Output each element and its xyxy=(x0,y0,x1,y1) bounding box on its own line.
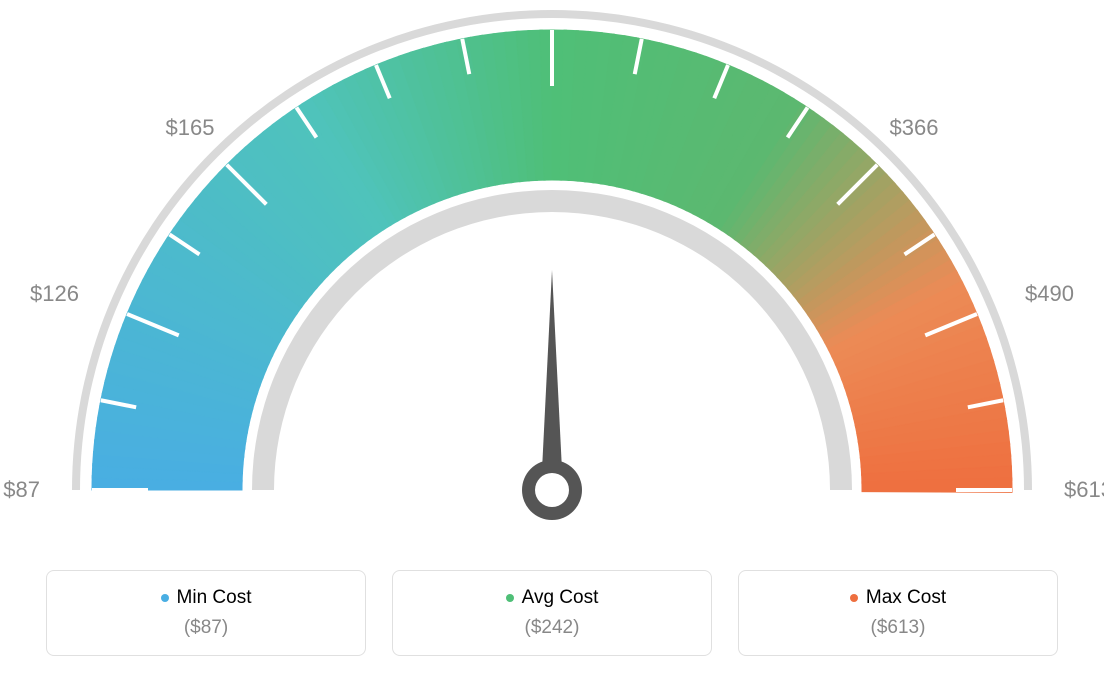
legend-card-avg: Avg Cost ($242) xyxy=(392,570,712,656)
needle-hub-inner xyxy=(535,473,569,507)
legend-label-avg: Avg Cost xyxy=(522,587,599,609)
tick-label: $490 xyxy=(1025,281,1074,306)
legend-row: Min Cost ($87) Avg Cost ($242) Max Cost … xyxy=(0,570,1104,656)
tick-label: $165 xyxy=(165,115,214,140)
legend-value-max: ($613) xyxy=(749,617,1047,639)
gauge-container: $87$126$165$242$366$490$613 xyxy=(0,0,1104,560)
legend-dot-min xyxy=(161,594,169,602)
tick-label: $613 xyxy=(1064,477,1104,502)
legend-title-min: Min Cost xyxy=(161,587,252,609)
gauge-svg: $87$126$165$242$366$490$613 xyxy=(0,0,1104,560)
legend-title-max: Max Cost xyxy=(850,587,946,609)
legend-title-avg: Avg Cost xyxy=(506,587,599,609)
needle xyxy=(541,270,563,490)
legend-dot-max xyxy=(850,594,858,602)
legend-card-max: Max Cost ($613) xyxy=(738,570,1058,656)
legend-dot-avg xyxy=(506,594,514,602)
legend-card-min: Min Cost ($87) xyxy=(46,570,366,656)
tick-label: $126 xyxy=(30,281,79,306)
legend-value-avg: ($242) xyxy=(403,617,701,639)
tick-label: $366 xyxy=(890,115,939,140)
legend-value-min: ($87) xyxy=(57,617,355,639)
tick-label: $87 xyxy=(3,477,40,502)
legend-label-max: Max Cost xyxy=(866,587,946,609)
legend-label-min: Min Cost xyxy=(177,587,252,609)
